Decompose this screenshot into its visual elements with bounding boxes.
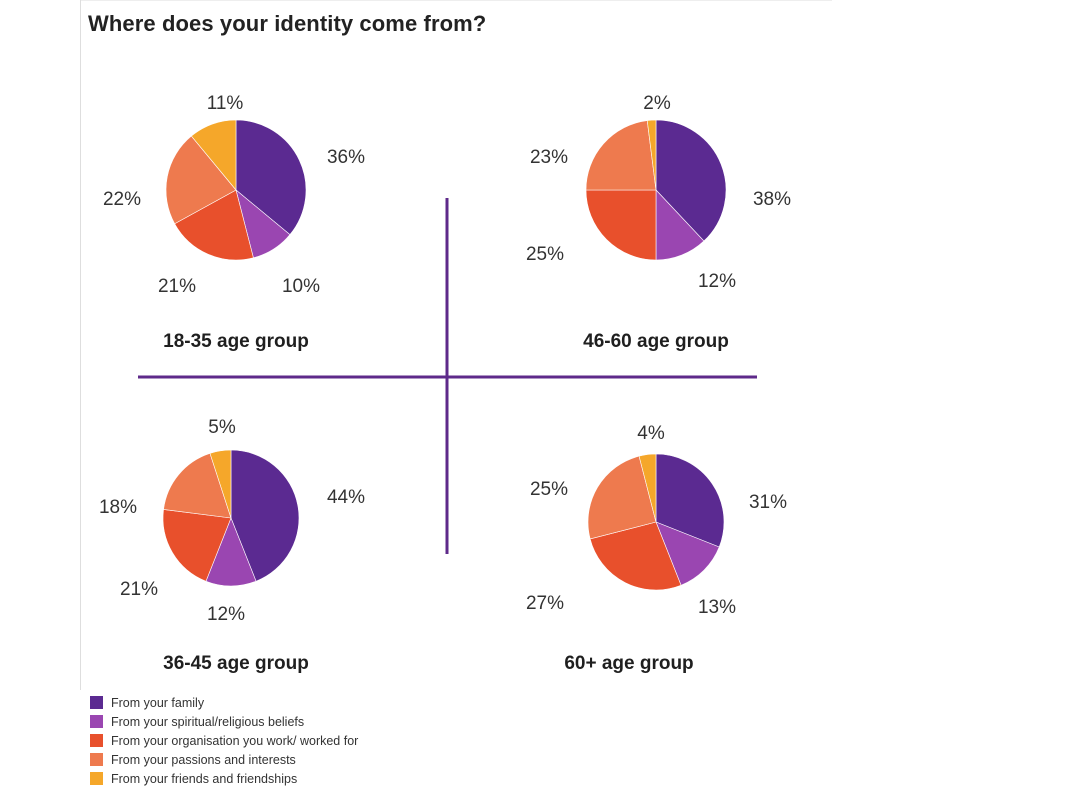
legend-label: From your passions and interests [111, 752, 296, 767]
pie-slice-friends [209, 449, 232, 519]
slice-percent-label: 10% [282, 276, 320, 297]
legend-item-organisation: From your organisation you work/ worked … [90, 731, 358, 750]
legend-swatch-friends [90, 772, 103, 785]
pie-slice-family [235, 119, 307, 236]
pie-slice-passions [165, 135, 237, 225]
slice-percent-label: 12% [698, 271, 736, 292]
legend-item-spiritual: From your spiritual/religious beliefs [90, 712, 358, 731]
pie-chart: 38% 12% 25% 23% 2% 46-60 age group [526, 93, 791, 352]
pie-slice-organisation [162, 509, 232, 582]
slice-percent-label: 13% [698, 597, 736, 618]
legend-item-passions: From your passions and interests [90, 750, 358, 769]
slice-percent-label: 25% [526, 244, 564, 265]
legend-swatch-family [90, 696, 103, 709]
legend-swatch-spiritual [90, 715, 103, 728]
pie-slice-spiritual [655, 521, 720, 586]
legend-item-friends: From your friends and friendships [90, 769, 358, 788]
pie-slice-family [230, 449, 300, 582]
slice-percent-label: 5% [208, 417, 236, 438]
legend-label: From your organisation you work/ worked … [111, 733, 359, 748]
slice-percent-label: 4% [637, 423, 665, 444]
slice-percent-label: 21% [158, 276, 196, 297]
pie-slice-friends [638, 453, 657, 523]
slice-percent-label: 11% [207, 93, 244, 114]
pie-slice-friends [190, 119, 237, 191]
slice-percent-label: 38% [753, 189, 791, 210]
pie-slice-organisation [589, 521, 682, 591]
legend-label: From your family [111, 695, 205, 710]
pie-slice-passions [585, 120, 657, 191]
slice-percent-label: 21% [120, 579, 158, 600]
pie-chart: 44% 12% 21% 18% 5% 36-45 age group [99, 417, 365, 674]
slice-percent-label: 22% [103, 189, 141, 210]
age-group-label: 46-60 age group [583, 331, 729, 352]
age-group-label: 60+ age group [564, 653, 693, 674]
slice-percent-label: 36% [327, 147, 365, 168]
legend-label: From your spiritual/religious beliefs [111, 714, 305, 729]
slice-percent-label: 25% [530, 479, 568, 500]
slice-percent-label: 18% [99, 497, 137, 518]
pie-slice-organisation [174, 189, 254, 261]
pie-chart: 31% 13% 27% 25% 4% 60+ age group [526, 423, 787, 674]
chart-title: Where does your identity come from? [88, 11, 487, 36]
legend-swatch-organisation [90, 734, 103, 747]
panel-top-border [80, 0, 832, 1]
pie-slice-passions [587, 455, 657, 540]
age-group-label: 18-35 age group [163, 331, 309, 352]
slice-percent-label: 44% [327, 487, 365, 508]
slice-percent-label: 23% [530, 147, 568, 168]
pie-slice-organisation [585, 189, 657, 261]
pie-slice-passions [163, 452, 232, 519]
age-group-label: 36-45 age group [163, 653, 309, 674]
pie-slice-family [655, 453, 725, 548]
legend-label: From your friends and friendships [111, 771, 298, 786]
slice-percent-label: 12% [207, 604, 245, 625]
panel-left-border [80, 0, 81, 690]
legend-swatch-passions [90, 753, 103, 766]
pie-slice-family [655, 119, 727, 242]
pie-slice-friends [646, 119, 657, 191]
legend: From your family From your spiritual/rel… [90, 693, 358, 788]
slice-percent-label: 2% [643, 93, 671, 114]
slice-percent-label: 27% [526, 593, 564, 614]
legend-item-family: From your family [90, 693, 358, 712]
slice-percent-label: 31% [749, 492, 787, 513]
pie-chart: 36% 10% 21% 22% 11% 18-35 age group [103, 93, 365, 352]
